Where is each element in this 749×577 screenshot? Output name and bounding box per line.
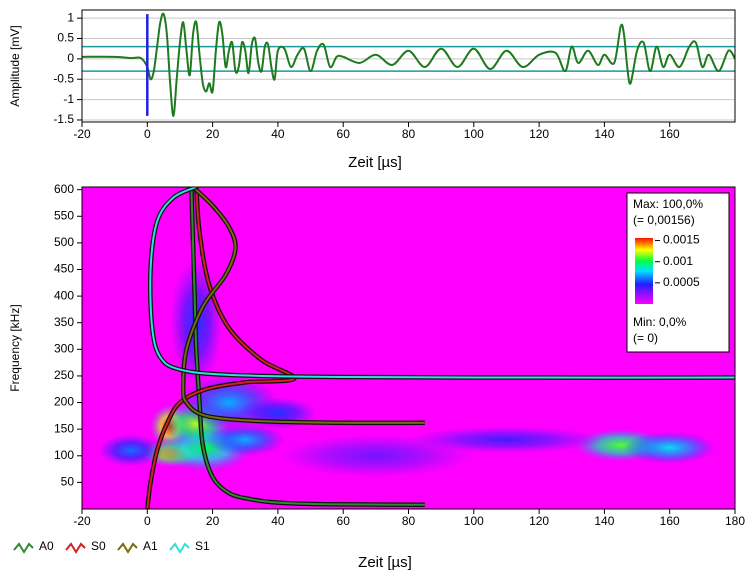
x-tick-label: -20 xyxy=(73,127,91,141)
y-tick-label: 200 xyxy=(54,395,74,409)
y-tick-label: 550 xyxy=(54,208,74,222)
x-tick-label: 120 xyxy=(529,514,549,528)
x-tick-label: 160 xyxy=(660,514,680,528)
plot-area xyxy=(82,12,735,117)
y-tick-label: 300 xyxy=(54,342,74,356)
legend-label: S1 xyxy=(195,539,210,553)
x-tick-label: 80 xyxy=(402,514,416,528)
y-tick-label: -1.5 xyxy=(53,112,74,126)
y-tick-label: 0 xyxy=(67,51,74,65)
dispersion-curve xyxy=(149,187,735,379)
x-tick-label: 0 xyxy=(144,127,151,141)
colorbar-tick-label: 0.0005 xyxy=(663,275,700,289)
colorbar-min-value: (= 0) xyxy=(633,331,658,345)
y-axis-title: Amplitude [mV] xyxy=(8,25,22,106)
x-tick-label: 140 xyxy=(594,514,614,528)
y-tick-label: 600 xyxy=(54,182,74,196)
legend-icon xyxy=(65,542,86,554)
plot-area xyxy=(82,187,735,509)
plot-frame xyxy=(81,9,736,123)
colorbar-min: Min: 0,0% xyxy=(633,315,687,329)
colorbar-max-value: (= 0,00156) xyxy=(633,213,695,227)
y-tick-label: 450 xyxy=(54,262,74,276)
y-tick-label: 500 xyxy=(54,235,74,249)
y-tick-label: 50 xyxy=(61,475,75,489)
heatmap-cell xyxy=(206,423,285,456)
x-tick-label: 120 xyxy=(529,127,549,141)
y-tick-label: -1 xyxy=(63,92,74,106)
heatmap-cell xyxy=(277,434,474,478)
legend-label: S0 xyxy=(91,539,106,553)
colorbar-max: Max: 100,0% xyxy=(633,197,703,211)
plot-frame xyxy=(81,186,736,510)
y-axis-title: Frequency [kHz] xyxy=(8,304,22,391)
y-tick-label: 100 xyxy=(54,448,74,462)
x-tick-label: 140 xyxy=(594,127,614,141)
x-tick-label: 100 xyxy=(464,127,484,141)
heatmap-cell xyxy=(98,434,164,467)
legend-icon xyxy=(169,542,190,554)
y-tick-label: 350 xyxy=(54,315,74,329)
legend-icon xyxy=(13,542,34,554)
y-tick-label: 250 xyxy=(54,368,74,382)
legend-icon xyxy=(117,542,138,554)
colorbar xyxy=(635,238,653,304)
y-tick-label: -0.5 xyxy=(53,71,74,85)
y-tick-label: 1 xyxy=(67,10,74,24)
dispersion-curve xyxy=(182,187,425,424)
colorbar-tick-label: 0.001 xyxy=(663,254,693,268)
x-tick-label: 20 xyxy=(206,127,220,141)
x-tick-label: 60 xyxy=(337,127,351,141)
dispersion-curve xyxy=(190,187,425,506)
dispersion-curve xyxy=(146,187,296,509)
colorbar-tick-label: 0.0015 xyxy=(663,233,700,247)
legend-label: A0 xyxy=(39,539,54,553)
x-tick-label: 20 xyxy=(206,514,220,528)
x-tick-label: 160 xyxy=(660,127,680,141)
x-tick-label: 100 xyxy=(464,514,484,528)
x-tick-label: 0 xyxy=(144,514,151,528)
waveform xyxy=(82,12,735,117)
x-tick-label: 40 xyxy=(271,514,285,528)
legend-label: A1 xyxy=(143,539,158,553)
x-tick-label: -20 xyxy=(73,514,91,528)
heatmap-cell xyxy=(623,431,716,464)
y-tick-label: 400 xyxy=(54,288,74,302)
y-tick-label: 0.5 xyxy=(57,31,74,45)
y-tick-label: 150 xyxy=(54,421,74,435)
x-axis-title: Zeit [µs] xyxy=(358,554,412,571)
x-tick-label: 180 xyxy=(725,514,745,528)
x-tick-label: 60 xyxy=(337,514,351,528)
x-axis-title: Zeit [µs] xyxy=(348,154,402,171)
x-tick-label: 80 xyxy=(402,127,416,141)
x-tick-label: 40 xyxy=(271,127,285,141)
